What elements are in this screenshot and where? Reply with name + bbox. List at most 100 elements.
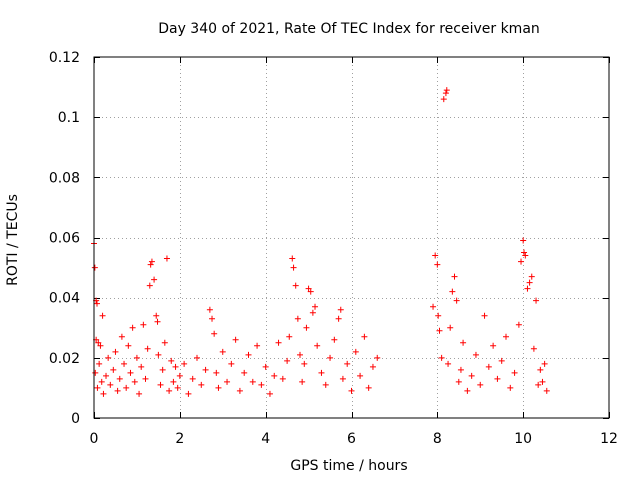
data-point: [228, 360, 235, 367]
y-tick-label: 0: [71, 411, 80, 427]
data-point: [275, 339, 282, 346]
data-point: [539, 378, 546, 385]
x-tick-label: 8: [433, 431, 442, 447]
data-point: [331, 336, 338, 343]
data-point: [543, 387, 550, 394]
data-point: [511, 369, 518, 376]
data-point: [440, 96, 447, 103]
data-point: [445, 360, 452, 367]
data-point: [110, 366, 117, 373]
data-point: [365, 384, 372, 391]
data-point: [262, 363, 269, 370]
data-point: [163, 255, 170, 262]
data-point: [198, 381, 205, 388]
data-point: [121, 360, 128, 367]
data-point: [140, 321, 147, 328]
data-point: [537, 366, 544, 373]
data-point: [369, 363, 376, 370]
x-tick-label: 4: [261, 431, 270, 447]
data-point: [96, 360, 103, 367]
data-point: [147, 261, 154, 268]
y-tick-label: 0.1: [58, 110, 80, 126]
data-point: [123, 384, 130, 391]
data-point: [301, 360, 308, 367]
data-point: [209, 315, 216, 322]
data-point: [154, 318, 161, 325]
data-point: [436, 327, 443, 334]
y-axis-label: ROTI / TECUs: [5, 194, 21, 286]
data-point: [138, 363, 145, 370]
x-tick-label: 2: [175, 431, 184, 447]
data-point: [206, 306, 213, 313]
data-point: [161, 339, 168, 346]
data-point: [97, 342, 104, 349]
data-point: [438, 354, 445, 361]
data-point: [232, 336, 239, 343]
data-point: [289, 255, 296, 262]
data-point: [166, 387, 173, 394]
data-point: [114, 387, 121, 394]
x-axis-label: GPS time / hours: [290, 458, 407, 474]
data-point: [94, 300, 101, 307]
data-point: [322, 381, 329, 388]
data-point: [481, 312, 488, 319]
data-point: [215, 384, 222, 391]
data-point: [443, 87, 450, 94]
data-point: [181, 360, 188, 367]
data-point: [159, 366, 166, 373]
data-point: [91, 264, 98, 271]
data-point: [524, 285, 531, 292]
data-point: [148, 258, 155, 265]
data-point: [490, 342, 497, 349]
data-point: [314, 342, 321, 349]
y-tick-label: 0.08: [49, 170, 80, 186]
data-point: [279, 375, 286, 382]
data-point: [146, 282, 153, 289]
data-point: [453, 297, 460, 304]
data-point: [136, 390, 143, 397]
data-point: [305, 285, 312, 292]
data-point: [266, 390, 273, 397]
data-point: [92, 369, 99, 376]
data-point: [518, 258, 525, 265]
data-point: [430, 303, 437, 310]
y-tick-label: 0.12: [49, 50, 80, 66]
data-point: [374, 354, 381, 361]
data-point: [284, 357, 291, 364]
data-point: [172, 363, 179, 370]
data-point: [457, 366, 464, 373]
data-point: [133, 354, 140, 361]
y-tick-label: 0.02: [49, 351, 80, 367]
data-point: [535, 381, 542, 388]
data-point: [224, 378, 231, 385]
data-point: [297, 351, 303, 358]
y-tick-label: 0.06: [49, 231, 80, 247]
data-point: [194, 354, 200, 361]
data-point: [219, 348, 226, 355]
data-point: [357, 372, 364, 379]
data-point: [100, 390, 107, 397]
data-point: [451, 273, 458, 280]
data-point: [312, 303, 319, 310]
data-point: [129, 324, 136, 331]
data-point: [520, 237, 527, 244]
data-point: [112, 348, 119, 355]
data-point: [303, 324, 310, 331]
data-point: [213, 369, 220, 376]
data-point: [299, 378, 306, 385]
data-point: [541, 360, 548, 367]
data-point: [241, 369, 248, 376]
x-tick-label: 6: [347, 431, 356, 447]
data-point: [339, 375, 346, 382]
data-point: [245, 351, 252, 358]
data-point: [294, 315, 301, 322]
data-point: [521, 249, 528, 256]
data-point: [435, 312, 442, 319]
data-point: [337, 306, 344, 313]
data-point: [292, 282, 299, 289]
data-point: [432, 252, 439, 259]
data-point: [211, 330, 218, 337]
data-point: [307, 288, 314, 295]
x-tick-label: 10: [514, 431, 532, 447]
